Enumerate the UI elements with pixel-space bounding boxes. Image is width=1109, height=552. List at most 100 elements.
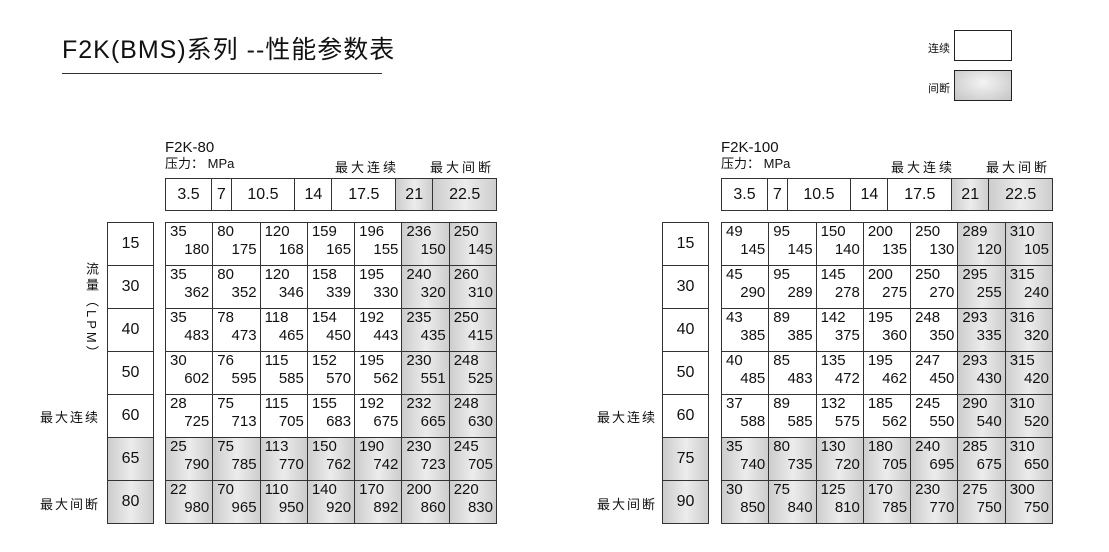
pressure-cell: 17.5: [331, 178, 397, 211]
speed-value: 200: [867, 266, 893, 283]
pressure-cell: 22.5: [988, 178, 1053, 211]
torque-value: 575: [834, 413, 860, 430]
torque-value: 562: [882, 413, 908, 430]
data-cell: 35 180: [164, 222, 214, 266]
torque-value: 920: [326, 499, 352, 516]
data-cell: 300 750: [1004, 480, 1054, 524]
torque-value: 675: [976, 456, 1002, 473]
speed-value: 230: [915, 481, 941, 498]
torque-value: 362: [184, 284, 210, 301]
data-cell: 145 278: [815, 265, 864, 309]
torque-value: 275: [882, 284, 908, 301]
flow-column: 15 30 40 50 60 65 80: [107, 222, 154, 524]
table-row: 30 850 75 840 125 810 170 785 230 770 275 750 300 750: [720, 480, 1054, 524]
data-cell: 115 585: [259, 351, 308, 395]
torque-value: 430: [976, 370, 1002, 387]
data-cell: 192 443: [354, 308, 403, 352]
torque-value: 385: [787, 327, 813, 344]
data-cell: 120 346: [259, 265, 308, 309]
data-cell: 30 850: [720, 480, 770, 524]
data-cell: 190 742: [354, 437, 403, 481]
data-cell: 289 120: [957, 222, 1006, 266]
data-cell: 185 562: [862, 394, 912, 438]
speed-value: 248: [915, 309, 941, 326]
data-cell: 293 430: [957, 351, 1006, 395]
pressure-header-row: 3.5 7 10.5 14 17.5 21 22.5: [720, 178, 1053, 211]
speed-value: 240: [406, 266, 432, 283]
data-cell: 155 683: [306, 394, 356, 438]
data-cell: 158 339: [306, 265, 356, 309]
speed-value: 315: [1009, 266, 1035, 283]
flow-cell: 40: [662, 308, 709, 352]
speed-value: 75: [217, 438, 234, 455]
speed-value: 232: [406, 395, 432, 412]
data-cell: 200 135: [862, 222, 912, 266]
data-cell: 89 585: [768, 394, 817, 438]
data-cell: 295 255: [957, 265, 1006, 309]
data-cell: 170 892: [354, 480, 403, 524]
speed-value: 115: [264, 352, 289, 369]
data-cell: 315 420: [1004, 351, 1054, 395]
model-name: F2K-80: [165, 139, 215, 156]
speed-value: 89: [773, 309, 790, 326]
torque-value: 175: [231, 241, 257, 258]
table-row: 43 385 89 385 142 375 195 360 248 350 293 335 316 320: [720, 308, 1054, 352]
data-cell: 70 965: [212, 480, 261, 524]
torque-value: 385: [740, 327, 766, 344]
speed-value: 248: [453, 395, 479, 412]
flow-cell: 60: [107, 394, 154, 438]
speed-value: 250: [453, 223, 479, 240]
table-row: 22 980 70 965 110 950 140 920 170 892 200 860 220 830: [164, 480, 498, 524]
torque-value: 330: [373, 284, 399, 301]
data-cell: 80 735: [768, 437, 817, 481]
speed-value: 28: [170, 395, 187, 412]
max-intermittent-header: 最大间断: [986, 160, 1051, 175]
torque-value: 335: [976, 327, 1002, 344]
data-cell: 30 602: [164, 351, 214, 395]
torque-value: 339: [326, 284, 352, 301]
torque-value: 483: [184, 327, 210, 344]
torque-value: 415: [467, 327, 493, 344]
torque-value: 750: [976, 499, 1002, 516]
pressure-cell: 7: [767, 178, 788, 211]
data-cell: 310 105: [1004, 222, 1054, 266]
torque-value: 892: [373, 499, 399, 516]
torque-value: 585: [787, 413, 813, 430]
data-cell: 142 375: [815, 308, 864, 352]
torque-value: 665: [420, 413, 446, 430]
data-cell: 75 840: [768, 480, 817, 524]
torque-value: 310: [467, 284, 493, 301]
torque-value: 850: [740, 499, 766, 516]
data-cell: 236 150: [401, 222, 450, 266]
data-cell: 80 175: [212, 222, 261, 266]
speed-value: 240: [915, 438, 941, 455]
data-cell: 200 860: [401, 480, 450, 524]
data-cell: 37 588: [720, 394, 770, 438]
torque-value: 980: [184, 499, 210, 516]
torque-value: 602: [184, 370, 210, 387]
torque-value: 450: [929, 370, 955, 387]
speed-value: 155: [311, 395, 337, 412]
torque-value: 145: [467, 241, 493, 258]
data-cell: 230 551: [401, 351, 450, 395]
speed-value: 170: [867, 481, 893, 498]
data-cell: 245 705: [448, 437, 498, 481]
row-label-max-continuous: 最大连续: [40, 410, 101, 425]
data-cell: 192 675: [354, 394, 403, 438]
data-cell: 250 145: [448, 222, 498, 266]
speed-value: 289: [962, 223, 988, 240]
table-row: 40 485 85 483 135 472 195 462 247 450 293 430 315 420: [720, 351, 1054, 395]
row-label-max-continuous: 最大连续: [597, 410, 658, 425]
speed-value: 245: [453, 438, 479, 455]
data-cell: 78 473: [212, 308, 261, 352]
speed-value: 118: [264, 309, 289, 326]
max-continuous-header: 最大连续: [335, 160, 400, 175]
flow-cell: 50: [107, 351, 154, 395]
data-cell: 260 310: [448, 265, 498, 309]
speed-value: 49: [726, 223, 743, 240]
speed-value: 95: [773, 266, 790, 283]
max-intermittent-header: 最大间断: [430, 160, 495, 175]
page-title: F2K(BMS)系列 --性能参数表: [62, 36, 396, 64]
title-underline: [62, 73, 382, 74]
flow-cell: 15: [107, 222, 154, 266]
